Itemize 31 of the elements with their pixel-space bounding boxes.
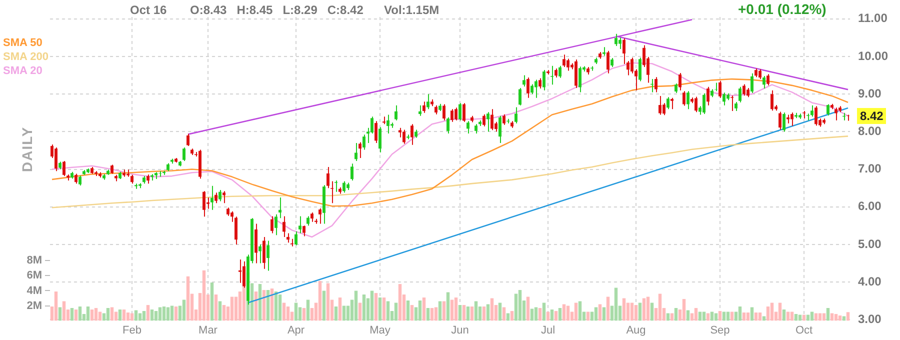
y2-tick-label: 6M [26,270,42,282]
y-tick-label: 10.00 [858,48,888,63]
y2-tick-label: 2M [26,300,42,312]
y-tick-label: 4.00 [858,274,882,288]
text: DAILY [19,126,35,172]
text: SMA 50 [3,36,44,50]
y-tick-label: 3.00 [858,312,882,326]
y-tick-label: 6.00 [858,199,882,214]
text: SMA 20 [3,64,44,78]
text: SMA 200 [3,50,48,64]
text: O:8.43 H:8.45 L:8.29 C:8.42 [190,3,364,17]
text: Vol:1.15M [384,3,440,17]
x-tick-label: Aug [626,324,646,336]
y-tick-label: 11.00 [858,11,888,26]
y2-tick-label: 4M [26,284,42,297]
x-tick-label: Apr [287,324,305,336]
text: +0.01 (0.12%) [738,1,826,17]
x-tick-label: Oct [795,324,813,336]
x-tick-label: Jun [451,324,469,336]
y-tick-label: 8.00 [858,124,882,138]
y-tick-label: 9.00 [858,86,882,100]
text: Oct 16 [130,3,167,17]
x-tick-label: Sep [710,324,730,336]
y2-tick-label: 8M [26,254,42,267]
x-tick-label: May [370,324,391,336]
y-tick-label: 5.00 [858,236,882,251]
x-tick-label: Feb [122,324,142,336]
y-tick-label: 7.00 [858,162,882,176]
x-tick-label: Jul [540,324,556,336]
text: 8.42 [857,108,886,124]
x-tick-label: Mar [198,324,218,336]
